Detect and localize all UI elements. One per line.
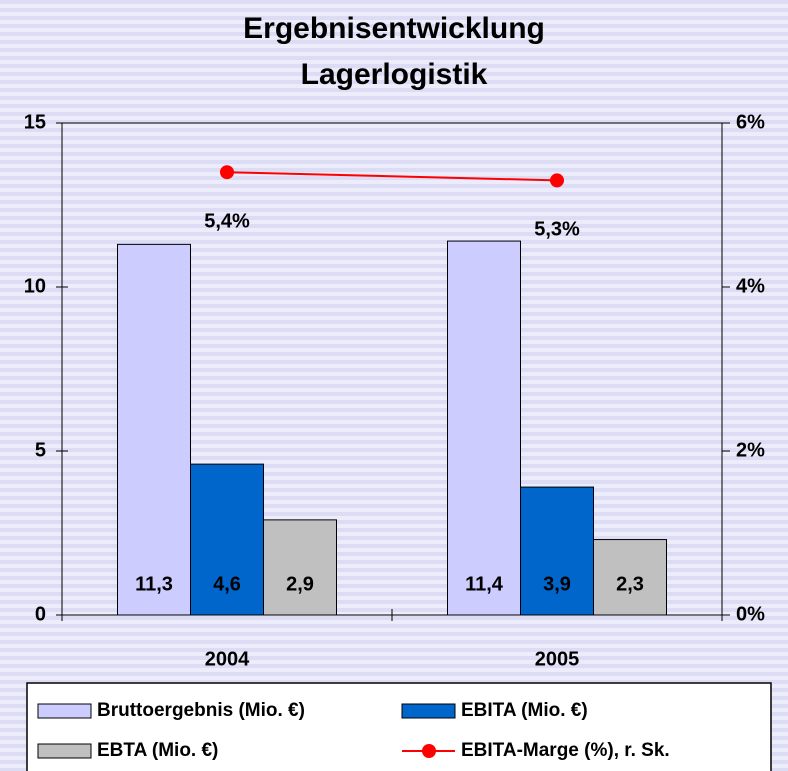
value-label: 11,3 [135, 573, 173, 595]
y-tick-label: 5 [35, 439, 46, 461]
line-point [550, 173, 564, 188]
legend-label: Bruttoergebnis (Mio. €) [97, 700, 305, 721]
value-label: 2,3 [616, 573, 644, 595]
chart-title: Ergebnisentwicklung [243, 12, 545, 45]
legend-swatch [401, 703, 456, 719]
y2-tick-label: 4% [736, 275, 765, 297]
legend-label: EBITA (Mio. €) [461, 700, 588, 721]
chart-title: Lagerlogistik [301, 58, 488, 91]
legend-box [26, 682, 772, 771]
bar [117, 243, 191, 616]
line-point [220, 165, 234, 180]
value-label: 5,4% [204, 210, 250, 232]
y-tick-label: 0 [35, 603, 46, 625]
y2-tick-label: 6% [736, 111, 765, 133]
value-label: 3,9 [543, 573, 571, 595]
y-tick-label: 15 [24, 111, 46, 133]
value-label: 4,6 [213, 573, 241, 595]
bar [190, 463, 264, 616]
value-label: 11,4 [465, 573, 504, 595]
y2-tick-label: 0% [736, 603, 765, 625]
bar [593, 539, 667, 616]
value-label: 2,9 [286, 573, 314, 595]
value-label: 5,3% [534, 219, 580, 241]
legend-swatch [37, 743, 92, 759]
legend-swatch [37, 703, 92, 719]
bar [447, 240, 521, 616]
x-tick-label: 2004 [205, 648, 250, 670]
y2-tick-label: 2% [736, 439, 765, 461]
legend-marker [422, 744, 436, 758]
legend-label: EBITA-Marge (%), r. Sk. [461, 740, 670, 761]
bar [263, 519, 337, 616]
bar [520, 486, 594, 616]
y-tick-label: 10 [24, 275, 46, 297]
x-tick-label: 2005 [535, 648, 580, 670]
legend-label: EBTA (Mio. €) [97, 740, 218, 761]
line [226, 171, 558, 182]
